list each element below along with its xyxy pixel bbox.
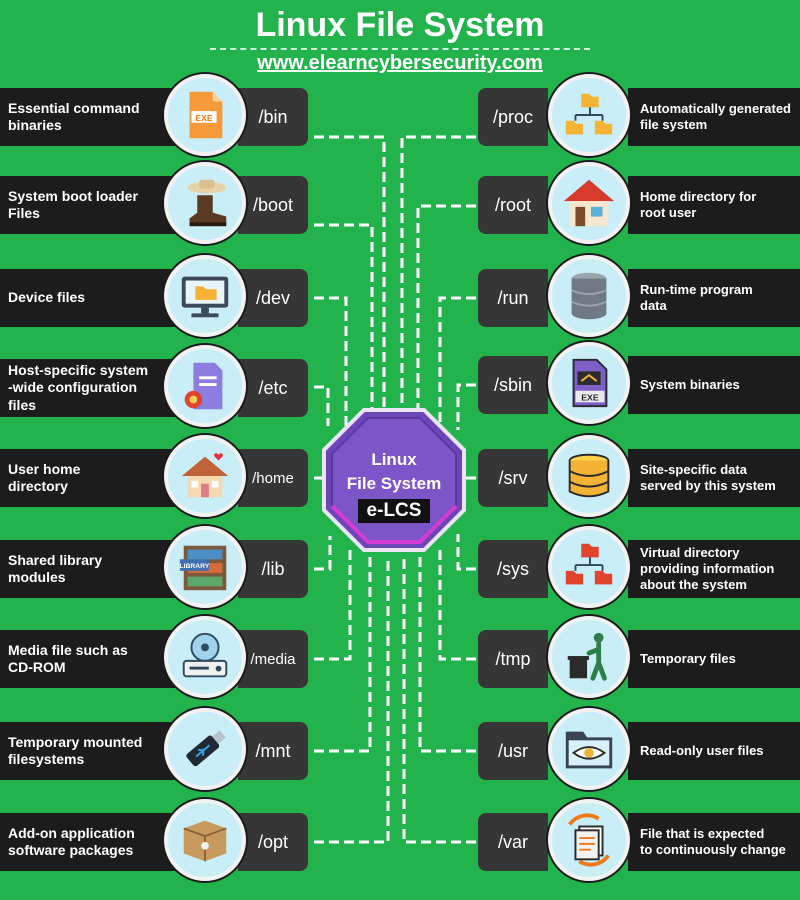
dir-path-sys[interactable]: /sys <box>478 540 548 598</box>
dir-description: Shared library modules <box>0 540 182 598</box>
dir-path-media[interactable]: /media <box>238 630 308 688</box>
dir-row-lib: Shared library modules /lib LIBRARY <box>0 526 312 608</box>
config-file-icon <box>164 345 246 427</box>
dir-row-dev: Device files /dev <box>0 255 312 337</box>
dir-row-home: User home directory /home <box>0 435 312 517</box>
dir-row-run: /run Run-time program data <box>478 255 800 337</box>
dir-row-root: /root Home directory for root user <box>478 162 800 244</box>
center-title-line1: Linux <box>371 450 417 469</box>
eye-folder-icon <box>548 708 630 790</box>
package-icon <box>164 799 246 881</box>
dir-path-var[interactable]: /var <box>478 813 548 871</box>
dir-path-sbin[interactable]: /sbin <box>478 356 548 414</box>
dir-path-home[interactable]: /home <box>238 449 308 507</box>
center-title-line2: File System <box>346 474 442 493</box>
dir-description: System boot loader Files <box>0 176 182 234</box>
dir-row-sys: /sys Virtual directory providing informa… <box>478 526 800 608</box>
dir-path-dev[interactable]: /dev <box>238 269 308 327</box>
root-house-icon <box>548 162 630 244</box>
website-link[interactable]: www.elearncybersecurity.com <box>257 52 543 74</box>
server-data-icon <box>548 435 630 517</box>
house-icon <box>164 435 246 517</box>
folder-tree-icon <box>548 74 630 156</box>
dir-path-root[interactable]: /root <box>478 176 548 234</box>
dir-description: Temporary mounted filesystems <box>0 722 182 780</box>
dir-path-boot[interactable]: /boot <box>238 176 308 234</box>
dir-row-boot: System boot loader Files /boot <box>0 162 312 244</box>
virtual-folder-tree-icon <box>548 526 630 608</box>
dir-description: Run-time program data <box>628 269 800 327</box>
page-title: Linux File System <box>255 6 545 44</box>
dir-row-sbin: /sbin System binaries EXE <box>478 342 800 424</box>
boot-icon <box>164 162 246 244</box>
dir-row-mnt: Temporary mounted filesystems /mnt <box>0 708 312 790</box>
dir-path-bin[interactable]: /bin <box>238 88 308 146</box>
dir-path-srv[interactable]: /srv <box>478 449 548 507</box>
usb-drive-icon <box>164 708 246 790</box>
dir-description: Read-only user files <box>628 722 800 780</box>
dir-description: Add-on application software packages <box>0 813 182 871</box>
dir-description: Media file such as CD-ROM <box>0 630 182 688</box>
dir-path-tmp[interactable]: /tmp <box>478 630 548 688</box>
title-underline <box>210 48 590 50</box>
library-icon: LIBRARY <box>164 526 246 608</box>
exe-file-icon: EXE <box>164 74 246 156</box>
dir-description: Device files <box>0 269 182 327</box>
dir-row-proc: /proc Automatically generated file syste… <box>478 74 800 156</box>
elcs-logo: e-LCS <box>358 499 430 523</box>
dir-description: System binaries <box>628 356 800 414</box>
dir-row-var: /var File that is expected to continuous… <box>478 799 800 881</box>
exe-binary-icon: EXE <box>548 342 630 424</box>
dir-path-etc[interactable]: /etc <box>238 359 308 417</box>
dir-row-srv: /srv Site-specific data served by this s… <box>478 435 800 517</box>
dir-description: Temporary files <box>628 630 800 688</box>
dir-description: Site-specific data served by this system <box>628 449 800 507</box>
trash-person-icon <box>548 616 630 698</box>
dir-description: Automatically generated file system <box>628 88 800 146</box>
svg-text:EXE: EXE <box>195 113 213 123</box>
dir-path-run[interactable]: /run <box>478 269 548 327</box>
dir-path-usr[interactable]: /usr <box>478 722 548 780</box>
dir-description: Host-specific system -wide configuration… <box>0 359 182 417</box>
cd-rom-icon <box>164 616 246 698</box>
svg-text:LIBRARY: LIBRARY <box>179 563 209 570</box>
dir-description: Essential command binaries <box>0 88 182 146</box>
dir-row-opt: Add-on application software packages /op… <box>0 799 312 881</box>
dir-path-lib[interactable]: /lib <box>238 540 308 598</box>
dir-row-usr: /usr Read-only user files <box>478 708 800 790</box>
dir-path-opt[interactable]: /opt <box>238 813 308 871</box>
dir-description: Virtual directory providing information … <box>628 540 800 598</box>
dir-row-bin: Essential command binaries /bin EXE <box>0 74 312 156</box>
database-icon <box>548 255 630 337</box>
dir-description: User home directory <box>0 449 182 507</box>
dir-description: Home directory for root user <box>628 176 800 234</box>
center-hub: Linux File System e-LCS <box>322 408 466 552</box>
dir-path-mnt[interactable]: /mnt <box>238 722 308 780</box>
dir-description: File that is expected to continuously ch… <box>628 813 800 871</box>
changing-files-icon <box>548 799 630 881</box>
dir-row-etc: Host-specific system -wide configuration… <box>0 345 312 427</box>
computer-folder-icon <box>164 255 246 337</box>
dir-row-media: Media file such as CD-ROM /media <box>0 616 312 698</box>
svg-text:EXE: EXE <box>581 392 599 402</box>
dir-row-tmp: /tmp Temporary files <box>478 616 800 698</box>
dir-path-proc[interactable]: /proc <box>478 88 548 146</box>
